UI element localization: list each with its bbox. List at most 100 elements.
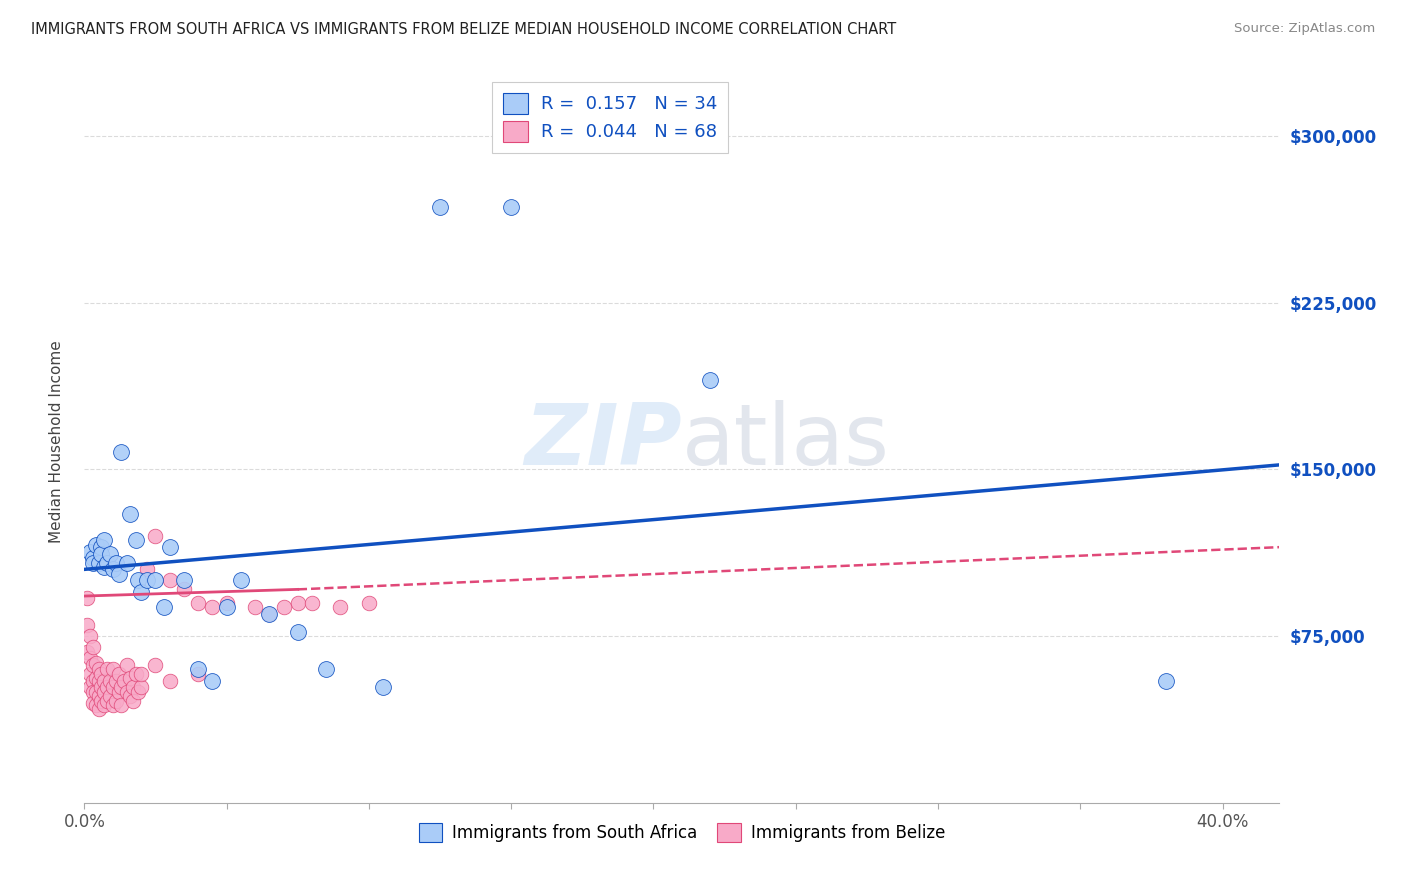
Point xyxy=(259,607,281,621)
Point xyxy=(145,657,167,672)
Point xyxy=(101,680,124,694)
Point xyxy=(129,584,152,599)
Point xyxy=(329,600,352,615)
Point xyxy=(110,680,132,694)
Point xyxy=(76,645,98,659)
Point xyxy=(87,673,110,688)
Point xyxy=(301,596,323,610)
Point xyxy=(96,680,118,694)
Text: Source: ZipAtlas.com: Source: ZipAtlas.com xyxy=(1234,22,1375,36)
Point xyxy=(215,596,238,610)
Point xyxy=(79,680,101,694)
Point xyxy=(229,574,252,588)
Point xyxy=(159,574,181,588)
Point xyxy=(82,551,104,566)
Point xyxy=(107,684,129,698)
Text: ZIP: ZIP xyxy=(524,400,682,483)
Point xyxy=(699,373,721,387)
Point xyxy=(121,680,143,694)
Point xyxy=(93,560,115,574)
Point xyxy=(173,582,195,597)
Point xyxy=(84,538,107,552)
Point xyxy=(87,689,110,703)
Text: atlas: atlas xyxy=(682,400,890,483)
Legend: Immigrants from South Africa, Immigrants from Belize: Immigrants from South Africa, Immigrants… xyxy=(412,816,952,848)
Point xyxy=(124,533,146,548)
Point xyxy=(187,596,209,610)
Point xyxy=(107,566,129,581)
Point xyxy=(84,698,107,712)
Point xyxy=(357,596,380,610)
Point xyxy=(82,640,104,655)
Point xyxy=(96,556,118,570)
Point xyxy=(118,689,141,703)
Point xyxy=(287,624,309,639)
Point xyxy=(273,600,295,615)
Point xyxy=(93,673,115,688)
Point xyxy=(118,507,141,521)
Point xyxy=(159,540,181,554)
Point xyxy=(82,673,104,688)
Point xyxy=(187,666,209,681)
Point xyxy=(112,673,135,688)
Point xyxy=(110,698,132,712)
Point xyxy=(98,673,121,688)
Point xyxy=(136,574,159,588)
Point xyxy=(373,680,395,694)
Point xyxy=(87,662,110,676)
Point xyxy=(90,540,112,554)
Point xyxy=(93,684,115,698)
Point xyxy=(98,689,121,703)
Point xyxy=(90,693,112,707)
Point xyxy=(90,547,112,561)
Point xyxy=(76,618,98,632)
Point xyxy=(93,533,115,548)
Point xyxy=(243,600,266,615)
Point xyxy=(79,544,101,558)
Point xyxy=(82,556,104,570)
Point xyxy=(124,666,146,681)
Point xyxy=(101,698,124,712)
Point xyxy=(129,680,152,694)
Point xyxy=(145,574,167,588)
Point xyxy=(84,656,107,670)
Point xyxy=(287,596,309,610)
Point xyxy=(136,562,159,576)
Point xyxy=(79,629,101,643)
Point xyxy=(118,671,141,685)
Point xyxy=(90,666,112,681)
Point xyxy=(145,529,167,543)
Point xyxy=(87,702,110,716)
Point xyxy=(96,662,118,676)
Point xyxy=(104,556,127,570)
Point xyxy=(84,684,107,698)
Text: IMMIGRANTS FROM SOUTH AFRICA VS IMMIGRANTS FROM BELIZE MEDIAN HOUSEHOLD INCOME C: IMMIGRANTS FROM SOUTH AFRICA VS IMMIGRAN… xyxy=(31,22,896,37)
Point xyxy=(127,574,149,588)
Point xyxy=(82,684,104,698)
Point xyxy=(259,607,281,621)
Point xyxy=(201,600,224,615)
Point xyxy=(1154,673,1177,688)
Point xyxy=(82,696,104,710)
Point xyxy=(104,673,127,688)
Point xyxy=(82,657,104,672)
Point xyxy=(315,662,337,676)
Point xyxy=(76,591,98,606)
Point xyxy=(501,200,523,214)
Y-axis label: Median Household Income: Median Household Income xyxy=(49,340,63,543)
Point xyxy=(187,662,209,676)
Point xyxy=(96,693,118,707)
Point xyxy=(153,600,176,615)
Point xyxy=(110,444,132,458)
Point xyxy=(90,680,112,694)
Point xyxy=(98,547,121,561)
Point xyxy=(173,574,195,588)
Point xyxy=(79,651,101,665)
Point xyxy=(115,657,138,672)
Point xyxy=(104,693,127,707)
Point xyxy=(101,562,124,576)
Point xyxy=(101,662,124,676)
Point xyxy=(215,600,238,615)
Point xyxy=(115,684,138,698)
Point xyxy=(87,556,110,570)
